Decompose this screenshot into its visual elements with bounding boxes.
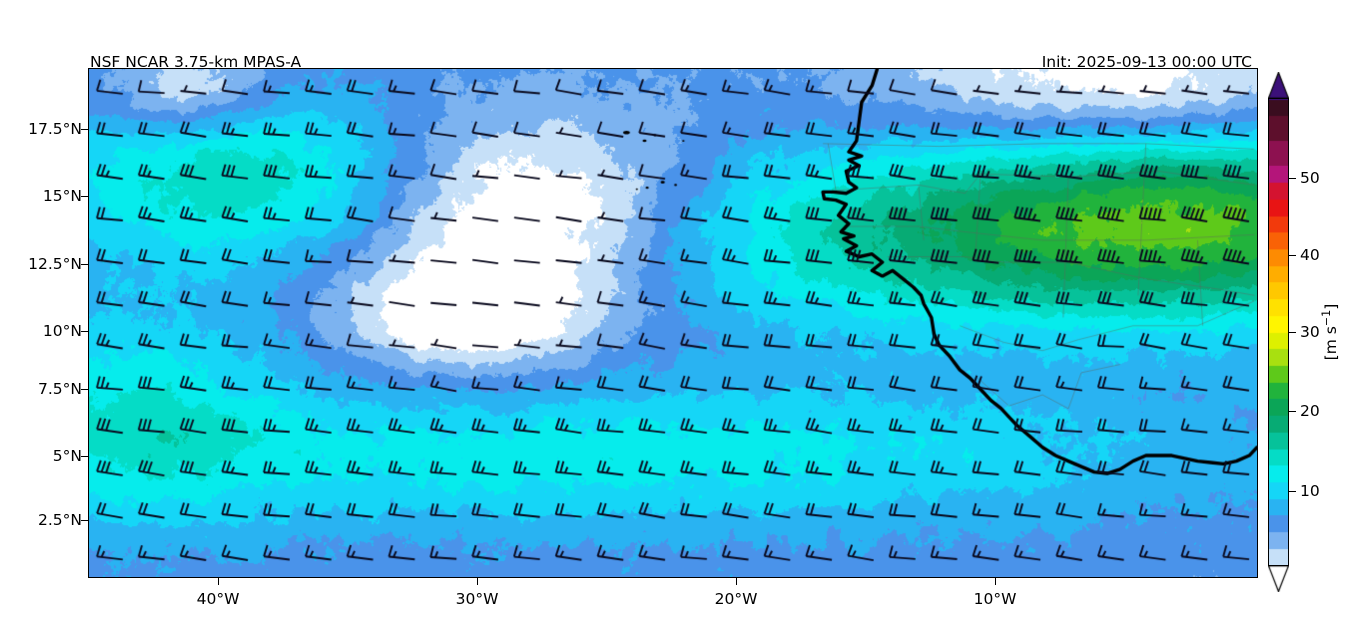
colorbar-tick xyxy=(1289,411,1296,413)
longitude-tick-label: 20°W xyxy=(714,590,758,608)
colorbar-tick-label: 20 xyxy=(1300,402,1320,420)
colorbar-tick-label: 30 xyxy=(1300,323,1320,341)
colorbar-tick xyxy=(1289,178,1296,180)
colorbar-unit-label: [m s−1] xyxy=(1319,303,1341,361)
latitude-tick xyxy=(81,389,88,391)
colorbar-under-arrow xyxy=(1268,566,1289,592)
latitude-tick xyxy=(81,520,88,522)
latitude-tick xyxy=(81,264,88,266)
latitude-tick xyxy=(81,456,88,458)
latitude-tick-label: 17.5°N xyxy=(28,120,82,138)
longitude-tick xyxy=(736,578,738,585)
longitude-tick xyxy=(477,578,479,585)
longitude-tick xyxy=(218,578,220,585)
latitude-tick xyxy=(81,129,88,131)
latitude-tick-label: 7.5°N xyxy=(38,380,82,398)
colorbar-tick xyxy=(1289,491,1296,493)
init-time-label: Init: 2025-09-13 00:00 UTC xyxy=(1041,53,1252,71)
colorbar-tick-label: 50 xyxy=(1300,169,1320,187)
latitude-tick-label: 10°N xyxy=(42,322,82,340)
latitude-tick-label: 12.5°N xyxy=(28,255,82,273)
longitude-tick xyxy=(995,578,997,585)
model-title: NSF NCAR 3.75-km MPAS-A xyxy=(90,53,302,71)
colorbar-tick-label: 10 xyxy=(1300,482,1320,500)
longitude-tick-label: 40°W xyxy=(196,590,240,608)
longitude-tick-label: 10°W xyxy=(973,590,1017,608)
latitude-tick-label: 2.5°N xyxy=(38,511,82,529)
colorbar-tick-label: 40 xyxy=(1300,246,1320,264)
colorbar-over-arrow xyxy=(1268,72,1289,98)
colorbar-tick xyxy=(1289,332,1296,334)
colorbar-gradient xyxy=(1268,98,1289,566)
map-plot-area[interactable] xyxy=(88,68,1258,578)
latitude-tick-label: 5°N xyxy=(52,447,82,465)
latitude-tick xyxy=(81,331,88,333)
latitude-tick-label: 15°N xyxy=(42,187,82,205)
latitude-tick xyxy=(81,196,88,198)
colorbar-tick xyxy=(1289,255,1296,257)
wind-barb-layer xyxy=(89,69,1257,577)
longitude-tick-label: 30°W xyxy=(455,590,499,608)
